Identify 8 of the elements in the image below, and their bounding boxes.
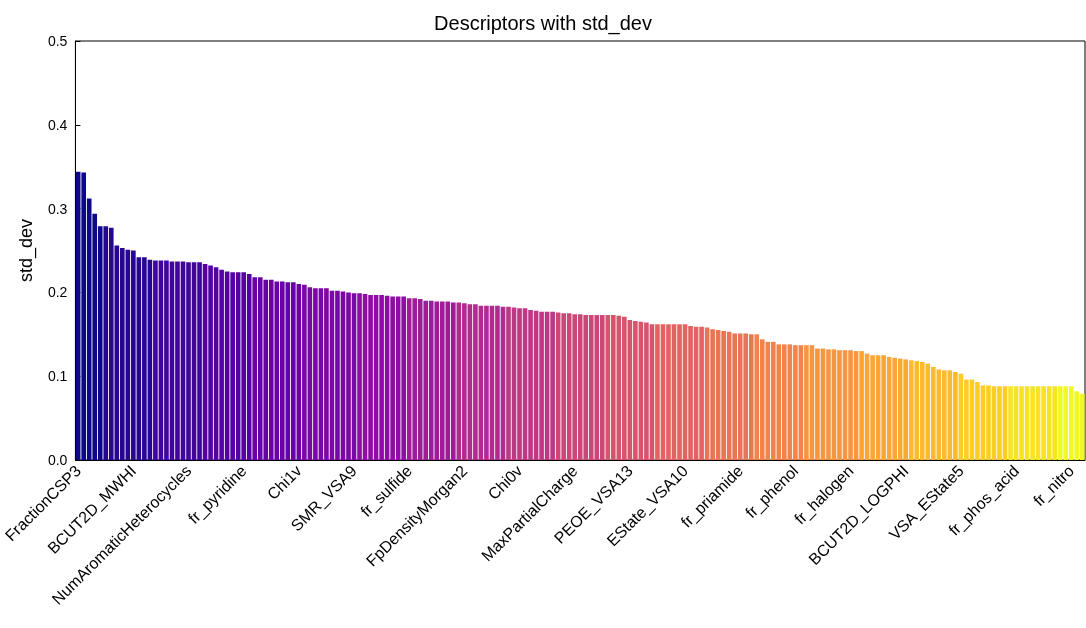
y-axis-title: std_dev [16,218,38,283]
y-tick-label: 0.4 [47,116,68,133]
y-tick-label: 0.1 [47,368,68,385]
chart-title: Descriptors with std_dev [434,12,652,35]
y-tick-label: 0.2 [47,284,68,301]
y-tick-label: 0.3 [47,200,68,217]
y-tick-label: 0.5 [47,33,68,49]
y-tick-label: 0.0 [47,452,68,468]
